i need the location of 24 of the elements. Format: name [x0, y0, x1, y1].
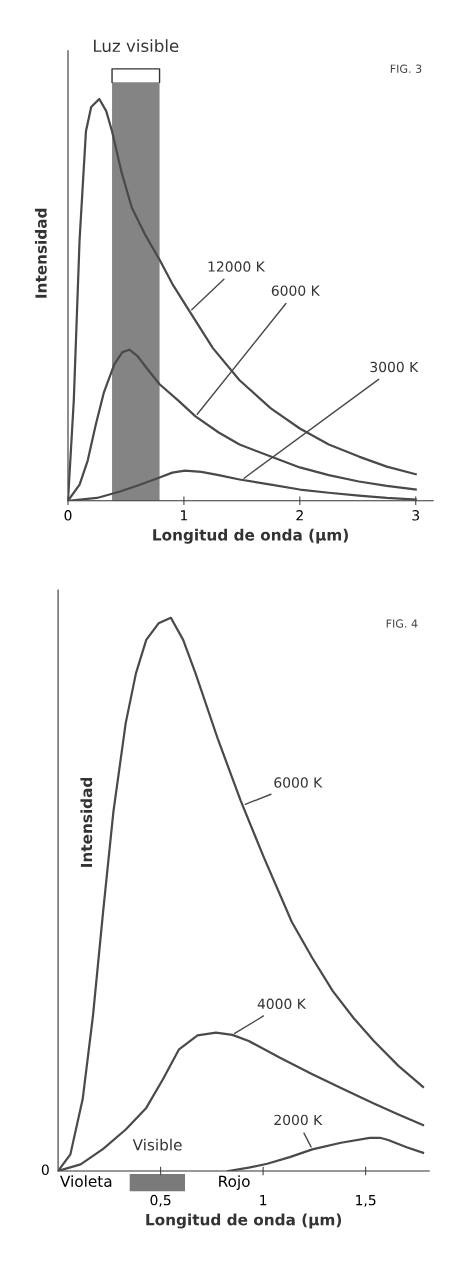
x-axis-title: Longitud de onda (µm)	[153, 528, 348, 544]
text: Violeta	[60, 1175, 112, 1188]
caption: FIG. 3	[390, 64, 422, 73]
x-tick-label: 0	[64, 510, 72, 521]
text: 12000 K	[208, 261, 266, 272]
x-tick-label: 1,5	[356, 1195, 376, 1207]
text: 4000 K	[257, 998, 307, 1010]
annotation: Visible	[132, 1138, 182, 1151]
x-tick-label: 0,5	[150, 1194, 171, 1207]
text: 3000 K	[370, 361, 419, 373]
x-tick-label: 1	[260, 1195, 267, 1206]
text: 6000 K	[274, 777, 323, 788]
series-label: 2000 K	[274, 1114, 323, 1126]
text: 6000 K	[271, 285, 320, 296]
annotation: 0	[41, 1164, 49, 1175]
annotation: FIG. 4	[386, 619, 418, 628]
y-axis-title: Intensidad	[80, 777, 93, 867]
y-axis-title: Intensidad	[34, 208, 47, 298]
x-tick-label: 2	[296, 510, 303, 521]
x-tick-label: 1	[181, 510, 188, 521]
band-label: Luz visible	[94, 39, 179, 53]
text: Rojo	[219, 1175, 250, 1190]
x-axis-title: Longitud de onda (µm)	[146, 1213, 342, 1229]
x-tick-label: 3	[412, 510, 420, 521]
